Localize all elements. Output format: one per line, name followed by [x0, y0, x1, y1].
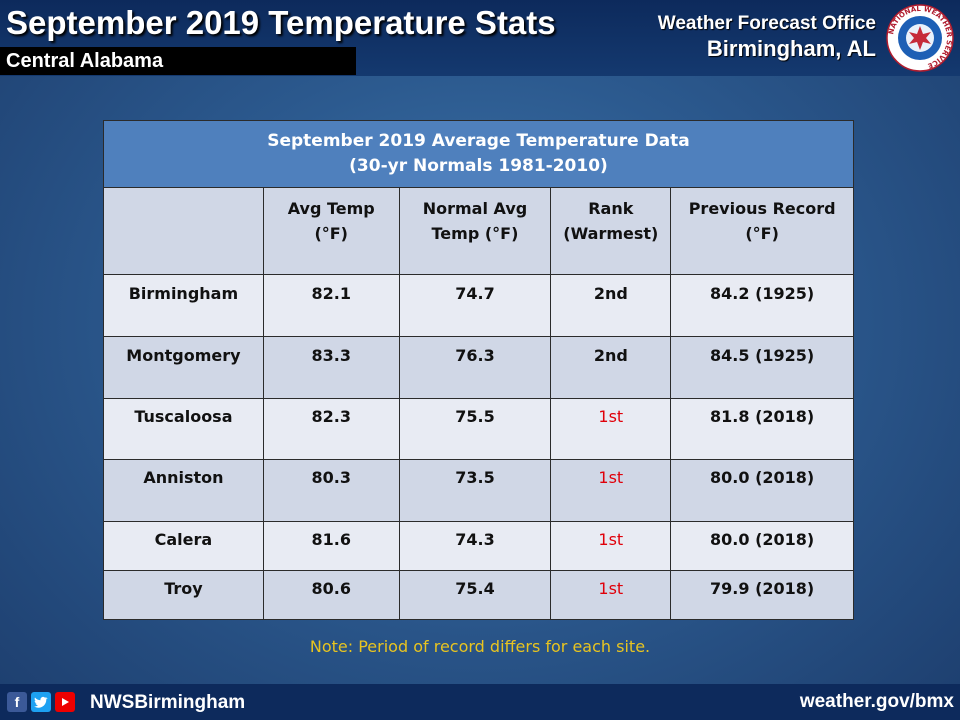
- avg-temp: 81.6: [262, 521, 400, 571]
- normal-avg-temp: 73.5: [398, 459, 552, 522]
- normal-avg-temp: 74.3: [398, 521, 552, 571]
- social-handle[interactable]: NWSBirmingham: [90, 692, 246, 713]
- column-header-rank: Rank (Warmest): [550, 187, 672, 275]
- previous-record: 79.9 (2018): [670, 570, 854, 620]
- avg-temp: 80.6: [262, 570, 400, 620]
- previous-record: 81.8 (2018): [670, 398, 854, 460]
- youtube-icon[interactable]: [55, 692, 75, 712]
- rank: 2nd: [550, 336, 672, 399]
- previous-record: 80.0 (2018): [670, 459, 854, 522]
- facebook-icon[interactable]: f: [7, 692, 27, 712]
- office-name: Weather Forecast Office: [657, 13, 876, 34]
- column-header-previous-record: Previous Record (°F): [670, 187, 854, 275]
- normal-avg-temp: 76.3: [398, 336, 552, 399]
- page-subtitle: Central Alabama: [6, 50, 164, 72]
- footnote: Note: Period of record differs for each …: [309, 637, 651, 656]
- subtitle-box: [0, 47, 356, 75]
- rank: 1st: [550, 521, 672, 571]
- previous-record: 84.2 (1925): [670, 274, 854, 337]
- table-title-line2: (30-yr Normals 1981-2010): [349, 156, 608, 176]
- site-name: Montgomery: [103, 336, 264, 399]
- avg-temp: 83.3: [262, 336, 400, 399]
- site-name: Tuscaloosa: [103, 398, 264, 460]
- site-name: Troy: [103, 570, 264, 620]
- table-row: Tuscaloosa 82.3 75.5 1st 81.8 (2018): [103, 398, 854, 460]
- page-title: September 2019 Temperature Stats: [6, 4, 556, 41]
- twitter-icon[interactable]: [31, 692, 51, 712]
- column-header-avg-temp: Avg Temp (°F): [262, 187, 400, 275]
- site-name: Calera: [103, 521, 264, 571]
- rank: 2nd: [550, 274, 672, 337]
- table-header-row: Avg Temp (°F) Normal Avg Temp (°F) Rank (Wa…: [103, 187, 854, 275]
- avg-temp: 80.3: [262, 459, 400, 522]
- normal-avg-temp: 74.7: [398, 274, 552, 337]
- temperature-table: September 2019 Average Temperature Data …: [103, 120, 854, 620]
- site-name: Anniston: [103, 459, 264, 522]
- table-row: Anniston 80.3 73.5 1st 80.0 (2018): [103, 459, 854, 522]
- site-name: Birmingham: [103, 274, 264, 337]
- previous-record: 80.0 (2018): [670, 521, 854, 571]
- rank: 1st: [550, 459, 672, 522]
- column-header-site: [103, 187, 264, 275]
- table-row: Calera 81.6 74.3 1st 80.0 (2018): [103, 521, 854, 571]
- normal-avg-temp: 75.5: [398, 398, 552, 460]
- office-location: Birmingham, AL: [706, 36, 876, 61]
- social-links: f: [7, 692, 75, 712]
- normal-avg-temp: 75.4: [398, 570, 552, 620]
- nws-logo-icon: NATIONAL WEATHER SERVICE: [886, 4, 954, 72]
- table-title-line1: September 2019 Average Temperature Data: [267, 131, 690, 151]
- website-link[interactable]: weather.gov/bmx: [799, 691, 954, 712]
- table-row: Troy 80.6 75.4 1st 79.9 (2018): [103, 570, 854, 620]
- avg-temp: 82.3: [262, 398, 400, 460]
- avg-temp: 82.1: [262, 274, 400, 337]
- table-row: Birmingham 82.1 74.7 2nd 84.2 (1925): [103, 274, 854, 337]
- footer-bar: [0, 684, 960, 720]
- column-header-normal-avg-temp: Normal Avg Temp (°F): [398, 187, 552, 275]
- rank: 1st: [550, 570, 672, 620]
- table-title: September 2019 Average Temperature Data …: [103, 120, 854, 188]
- rank: 1st: [550, 398, 672, 460]
- previous-record: 84.5 (1925): [670, 336, 854, 399]
- table-row: Montgomery 83.3 76.3 2nd 84.5 (1925): [103, 336, 854, 399]
